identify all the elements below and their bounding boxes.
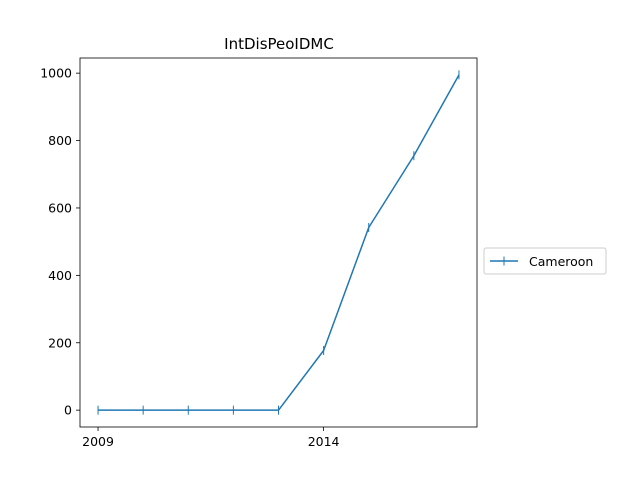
chart-title: IntDisPeoIDMC [224,35,334,53]
y-tick-label-0: 0 [64,403,72,418]
x-tick-label-2009: 2009 [82,434,114,449]
y-tick-label-200: 200 [48,335,72,350]
y-tick-label-800: 800 [48,133,72,148]
legend-label-cameroon: Cameroon [529,254,593,269]
plot-area: 0 200 400 600 800 1000 2009 2014 [40,57,478,449]
y-tick-label-400: 400 [48,268,72,283]
y-tick-label-600: 600 [48,200,72,215]
series-line-cameroon [98,74,460,411]
legend-frame [483,247,607,275]
axes-frame [79,57,478,428]
y-tick-label-1000: 1000 [40,66,72,81]
legend: Cameroon [483,247,607,275]
x-tick-label-2014: 2014 [308,434,340,449]
